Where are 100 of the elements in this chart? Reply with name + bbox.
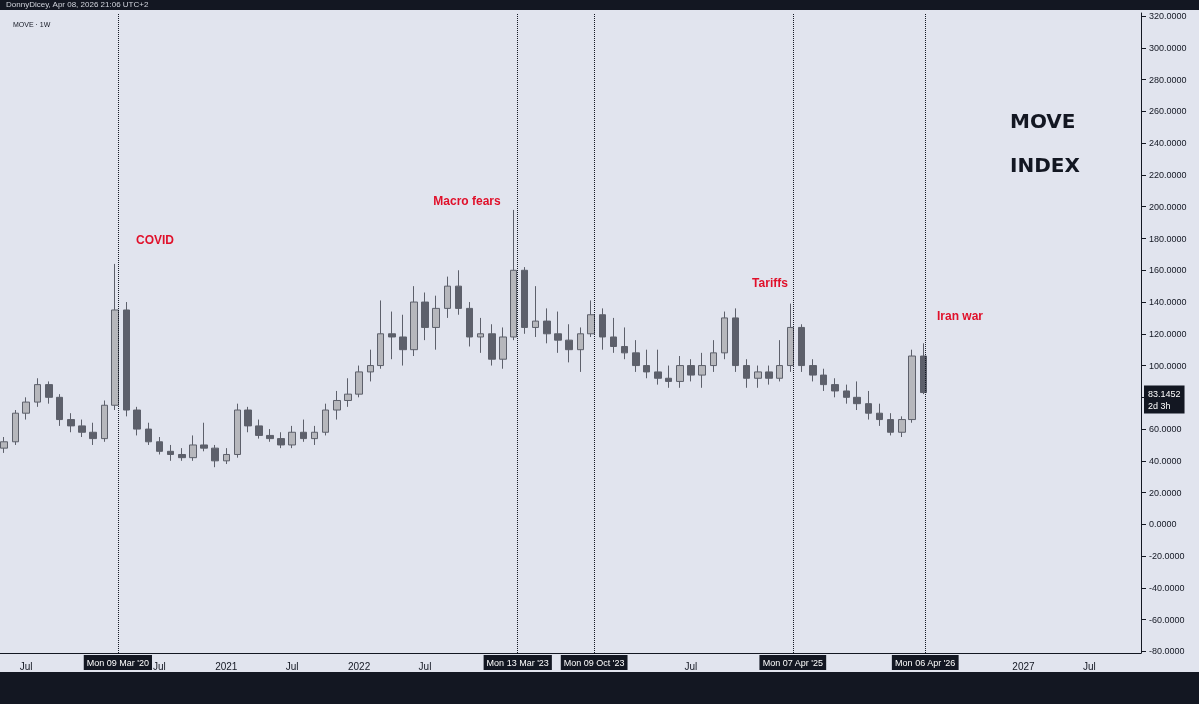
candlestick [865,390,872,421]
y-tick-label: 0.0000 [1149,519,1177,530]
candlestick [266,428,274,443]
candlestick [721,311,728,360]
ref-line-label: Mon 07 Apr '25 [762,657,823,668]
candlestick [300,419,307,443]
candlestick [399,314,407,367]
candlestick [466,301,473,347]
candlestick [599,307,606,351]
y-tick-label: -80.0000 [1149,646,1185,657]
candlestick [687,358,695,382]
candlestick [367,349,374,382]
y-tick-label: 40.0000 [1149,455,1182,466]
candlestick [432,295,440,351]
candlestick [643,349,650,379]
candlestick [0,436,8,454]
candlestick [333,390,341,421]
candlestick [499,326,507,370]
x-tick-label: 2022 [347,660,371,672]
candlestick [101,399,108,443]
y-tick-label: 160.0000 [1149,265,1187,276]
x-tick-label: Jul [285,660,299,672]
candlestick [200,422,208,452]
candlestick [787,303,794,373]
x-tick-label: Jul [684,660,698,672]
candlestick [67,412,75,433]
y-tick-label: 260.0000 [1149,106,1187,117]
candlestick [477,317,484,354]
candlestick [277,431,285,449]
candlestick [853,380,861,411]
candlestick [809,358,817,382]
x-tick-label: Jul [152,660,166,672]
candlestick [676,355,684,389]
y-tick-label: 20.0000 [1149,487,1182,498]
y-tick-label: 280.0000 [1149,74,1187,85]
candlestick [665,365,672,389]
candlestick [488,323,496,367]
candlestick [421,292,429,341]
annotation: COVID [136,233,175,247]
ref-line-label: Mon 13 Mar '23 [486,657,549,668]
candlestick [78,419,86,438]
candlestick [311,425,318,446]
candlestick [234,403,241,459]
candlestick [322,403,329,436]
candlestick [710,339,717,373]
candlestick [178,447,186,462]
candlestick [621,326,628,360]
candlestick [831,377,839,398]
candlestick [543,307,551,344]
candlestick [255,419,263,440]
candlestick [898,415,906,438]
candlestick [587,299,595,338]
candlestick [654,349,662,386]
y-tick-label: 100.0000 [1149,360,1187,371]
y-tick-label: 300.0000 [1149,42,1187,53]
x-tick-label: Jul [1082,660,1096,672]
candlestick [377,299,384,370]
y-tick-label: -20.0000 [1149,551,1185,562]
candlestick [920,342,927,395]
candlestick [444,276,451,319]
candlestick [410,285,418,357]
candlestick [388,311,396,360]
y-tick-label: -60.0000 [1149,614,1185,625]
y-tick-label: 200.0000 [1149,201,1187,212]
y-tick-label: 240.0000 [1149,138,1187,149]
x-tick-label: Jul [19,660,33,672]
candlestick [89,422,97,446]
candlestick [510,209,517,341]
y-tick-label: 60.0000 [1149,424,1182,435]
candlestick [34,377,41,408]
candlestick [22,396,30,421]
candlestick [521,266,528,335]
annotation: Tariffs [752,276,789,290]
candlestick [732,307,739,373]
candlestick [908,349,916,424]
candlestick [565,323,573,363]
candlestick [532,285,539,338]
y-tick-label: 120.0000 [1149,328,1187,339]
candlestick [610,317,617,354]
candlestick [798,323,805,373]
candlestick [167,444,174,462]
candlestick [355,365,363,398]
y-tick-label: -40.0000 [1149,582,1185,593]
candlestick [765,365,773,386]
y-tick-label: 140.0000 [1149,297,1187,308]
candlestick [698,352,706,389]
candlestick [554,311,562,354]
y-tick-label: 320.0000 [1149,11,1187,22]
ref-line-label: Mon 09 Oct '23 [563,657,625,668]
candlestick [156,436,163,455]
candlestick [754,365,762,389]
candlestick [820,368,827,392]
y-tick-label: 220.0000 [1149,169,1187,180]
candlestick [876,403,883,427]
text: MOVE INDEX [1010,109,1081,177]
x-tick-label: 2027 [1012,660,1036,672]
candlestick [12,409,19,446]
candlestick [344,377,352,408]
candlestick [632,339,640,373]
x-tick-label: 2021 [215,660,238,672]
